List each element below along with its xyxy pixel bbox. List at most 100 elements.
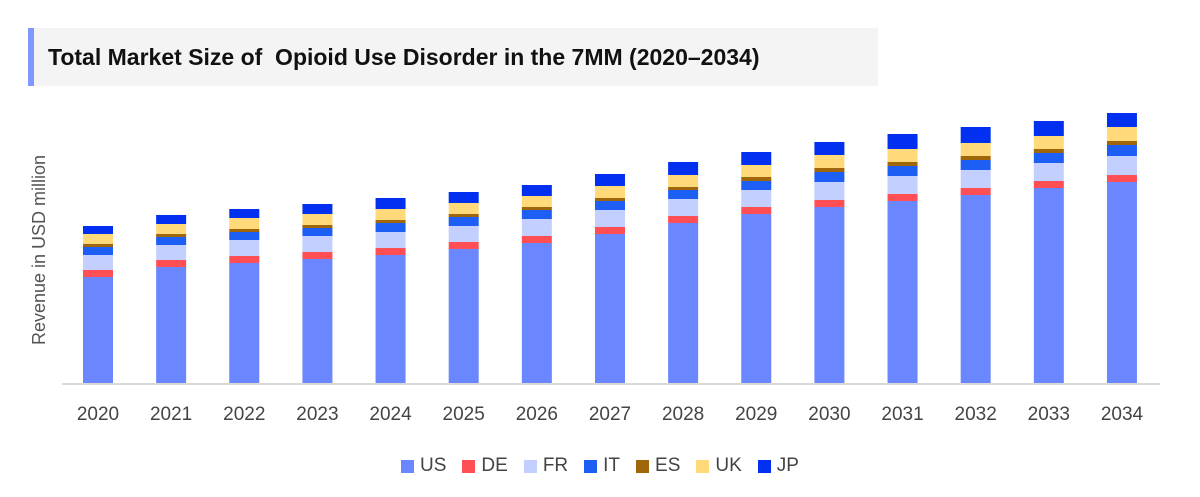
legend-swatch <box>523 459 537 473</box>
bar-uk-2028 <box>668 175 699 187</box>
legend-item-de: DE <box>462 455 508 477</box>
bar-uk-2022 <box>229 218 260 229</box>
legend-swatch <box>462 459 476 473</box>
x-tick-label: 2023 <box>296 404 338 425</box>
legend-item-uk: UK <box>696 455 742 477</box>
bar-es-2032 <box>960 156 991 160</box>
bar-it-2032 <box>960 160 991 170</box>
bar-uk-2030 <box>814 155 845 168</box>
bar-es-2023 <box>302 225 333 228</box>
bar-fr-2022 <box>229 240 260 256</box>
bar-uk-2034 <box>1106 127 1137 141</box>
legend: US DE FR IT ES UK JP <box>0 455 1200 477</box>
bar-it-2024 <box>375 223 406 232</box>
bar-de-2021 <box>156 260 187 267</box>
bar-us-2034 <box>1106 182 1137 383</box>
bar-es-2028 <box>668 187 699 190</box>
legend-item-fr: FR <box>523 455 569 477</box>
bar-jp-2022 <box>229 209 260 218</box>
x-tick-label: 2026 <box>516 404 558 425</box>
bar-de-2020 <box>83 270 113 277</box>
bar-jp-2028 <box>668 162 699 175</box>
legend-label: FR <box>542 455 569 476</box>
legend-item-es: ES <box>636 455 680 477</box>
bar-uk-2027 <box>594 186 625 198</box>
bar-it-2022 <box>229 232 260 240</box>
bar-fr-2031 <box>887 176 918 194</box>
x-tick-label: 2031 <box>881 404 923 425</box>
bar-es-2029 <box>741 177 772 181</box>
bar-es-2031 <box>887 162 918 166</box>
legend-label: IT <box>603 455 621 476</box>
bar-it-2029 <box>741 181 772 190</box>
bar-jp-2034 <box>1106 113 1137 127</box>
bar-fr-2020 <box>83 255 113 270</box>
bar-uk-2026 <box>521 196 552 207</box>
bar-jp-2033 <box>1033 121 1064 136</box>
bar-jp-2030 <box>814 142 845 155</box>
bar-jp-2032 <box>960 127 991 143</box>
bar-us-2021 <box>156 267 187 383</box>
legend-label: JP <box>776 455 799 476</box>
bar-it-2023 <box>302 228 333 236</box>
bar-de-2027 <box>594 227 625 234</box>
bar-jp-2023 <box>302 204 333 214</box>
bar-fr-2030 <box>814 182 845 200</box>
legend-item-jp: JP <box>757 455 799 477</box>
bar-es-2022 <box>229 229 260 232</box>
x-tick-label: 2033 <box>1028 404 1070 425</box>
bar-fr-2033 <box>1033 163 1064 181</box>
bar-uk-2032 <box>960 143 991 156</box>
bar-de-2034 <box>1106 175 1137 182</box>
bar-it-2027 <box>594 201 625 210</box>
bar-us-2026 <box>521 243 552 383</box>
legend-label: DE <box>481 455 508 476</box>
bar-us-2027 <box>594 234 625 383</box>
x-tick-label: 2030 <box>808 404 850 425</box>
x-tick-label: 2025 <box>443 404 485 425</box>
legend-label: UK <box>715 455 742 476</box>
bar-jp-2029 <box>741 152 772 165</box>
bar-es-2027 <box>594 198 625 201</box>
bar-it-2026 <box>521 210 552 219</box>
bar-it-2021 <box>156 237 187 245</box>
bar-jp-2031 <box>887 134 918 149</box>
bar-es-2033 <box>1033 149 1064 153</box>
bar-es-2034 <box>1106 141 1137 145</box>
bar-it-2030 <box>814 172 845 182</box>
legend-swatch <box>636 459 650 473</box>
bar-fr-2034 <box>1106 156 1137 175</box>
legend-swatch <box>696 459 710 473</box>
bar-de-2028 <box>668 216 699 223</box>
x-tick-label: 2032 <box>955 404 997 425</box>
bar-fr-2023 <box>302 236 333 252</box>
bar-fr-2025 <box>448 226 479 242</box>
bar-fr-2026 <box>521 219 552 236</box>
bar-es-2020 <box>83 244 113 247</box>
bar-uk-2033 <box>1033 136 1064 149</box>
bar-fr-2027 <box>594 210 625 227</box>
legend-swatch <box>757 459 771 473</box>
bar-fr-2024 <box>375 232 406 248</box>
x-tick-label: 2024 <box>369 404 412 425</box>
title-accent-bar <box>28 28 34 86</box>
bar-de-2022 <box>229 256 260 263</box>
bar-uk-2029 <box>741 165 772 177</box>
bar-uk-2023 <box>302 214 333 225</box>
bar-de-2023 <box>302 252 333 259</box>
bar-us-2030 <box>814 207 845 383</box>
bar-uk-2024 <box>375 209 406 220</box>
bar-jp-2025 <box>448 192 479 203</box>
bar-uk-2031 <box>887 149 918 162</box>
bar-uk-2025 <box>448 203 479 214</box>
bar-it-2031 <box>887 166 918 176</box>
bar-de-2024 <box>375 248 406 255</box>
bar-us-2025 <box>448 249 479 383</box>
bar-jp-2020 <box>83 226 113 234</box>
bar-fr-2021 <box>156 245 187 260</box>
bar-jp-2021 <box>156 215 187 224</box>
bar-it-2028 <box>668 190 699 199</box>
bar-us-2029 <box>741 214 772 383</box>
bar-us-2022 <box>229 263 260 383</box>
